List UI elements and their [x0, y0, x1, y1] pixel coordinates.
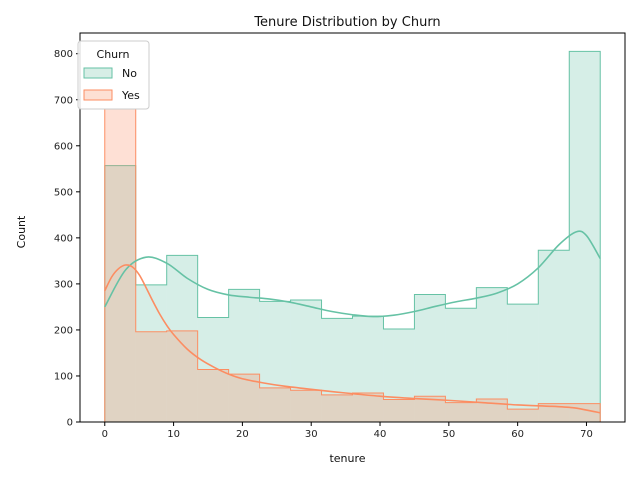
- bar-no-15: [569, 51, 601, 423]
- bar-yes-2: [166, 330, 198, 422]
- legend-label-yes: Yes: [121, 89, 140, 102]
- bar-no-6: [290, 300, 322, 422]
- bar-yes-3: [197, 369, 229, 422]
- bar-yes-1: [135, 331, 167, 422]
- kde-line-no: [104, 230, 601, 318]
- bar-no-13: [507, 304, 539, 422]
- y-tick-label: 100: [54, 371, 73, 382]
- y-tick-label: 400: [54, 233, 73, 244]
- bar-no-8: [352, 316, 384, 422]
- legend-swatch-no: [83, 67, 113, 79]
- y-tick-label: 0: [67, 418, 73, 429]
- bar-yes-13: [507, 409, 539, 422]
- histogram-layer: [104, 50, 601, 423]
- y-axis-title: Count: [15, 215, 28, 248]
- y-tick-label: 600: [54, 141, 73, 152]
- bar-yes-4: [228, 374, 260, 422]
- legend: Churn No Yes: [77, 40, 150, 110]
- y-tick-label: 300: [54, 279, 73, 290]
- step-outline-no: [104, 50, 601, 422]
- y-tick-label: 500: [54, 187, 73, 198]
- x-axis: 0 10 20 30 40 50 60 70: [102, 422, 593, 440]
- bar-no-14: [538, 250, 570, 422]
- x-tick-label: 40: [374, 429, 387, 440]
- x-tick-label: 50: [442, 429, 455, 440]
- axes-frame: [79, 32, 626, 423]
- bar-yes-9: [383, 399, 415, 422]
- bar-no-5: [259, 301, 291, 422]
- bar-no-9: [383, 329, 415, 422]
- x-axis-title: tenure: [329, 452, 365, 465]
- bar-yes-5: [259, 387, 291, 422]
- bar-no-2: [166, 255, 198, 422]
- bar-yes-15: [569, 403, 601, 422]
- bar-yes-8: [352, 392, 384, 422]
- bar-no-7: [321, 318, 353, 422]
- bar-no-12: [476, 287, 508, 422]
- bar-yes-7: [321, 394, 353, 422]
- y-tick-label: 800: [54, 49, 73, 60]
- bar-no-10: [414, 294, 446, 422]
- x-tick-label: 60: [511, 429, 524, 440]
- y-tick-label: 700: [54, 95, 73, 106]
- series-no-bars: [104, 50, 601, 423]
- x-tick-label: 70: [580, 429, 593, 440]
- series-yes-bars: [104, 108, 601, 422]
- bar-yes-6: [290, 390, 322, 422]
- x-tick-label: 10: [167, 429, 180, 440]
- bar-no-4: [228, 289, 260, 422]
- bar-yes-11: [445, 402, 477, 422]
- kde-line-yes: [104, 264, 601, 414]
- y-tick-label: 200: [54, 325, 73, 336]
- bar-yes-12: [476, 398, 508, 422]
- legend-title: Churn: [97, 48, 130, 61]
- x-tick-label: 30: [305, 429, 318, 440]
- bar-no-1: [135, 284, 167, 422]
- kde-layer: [104, 230, 601, 414]
- plot-area: [79, 32, 626, 423]
- chart-title: Tenure Distribution by Churn: [253, 15, 440, 30]
- bar-yes-14: [538, 403, 570, 422]
- bar-no-0: [104, 165, 136, 422]
- legend-label-no: No: [122, 67, 137, 80]
- x-tick-label: 20: [236, 429, 249, 440]
- y-axis: 0 100 200 300 400 500 600 700 800: [54, 49, 80, 429]
- x-tick-label: 0: [102, 429, 108, 440]
- step-outline-yes: [104, 108, 601, 422]
- legend-swatch-yes: [83, 89, 113, 101]
